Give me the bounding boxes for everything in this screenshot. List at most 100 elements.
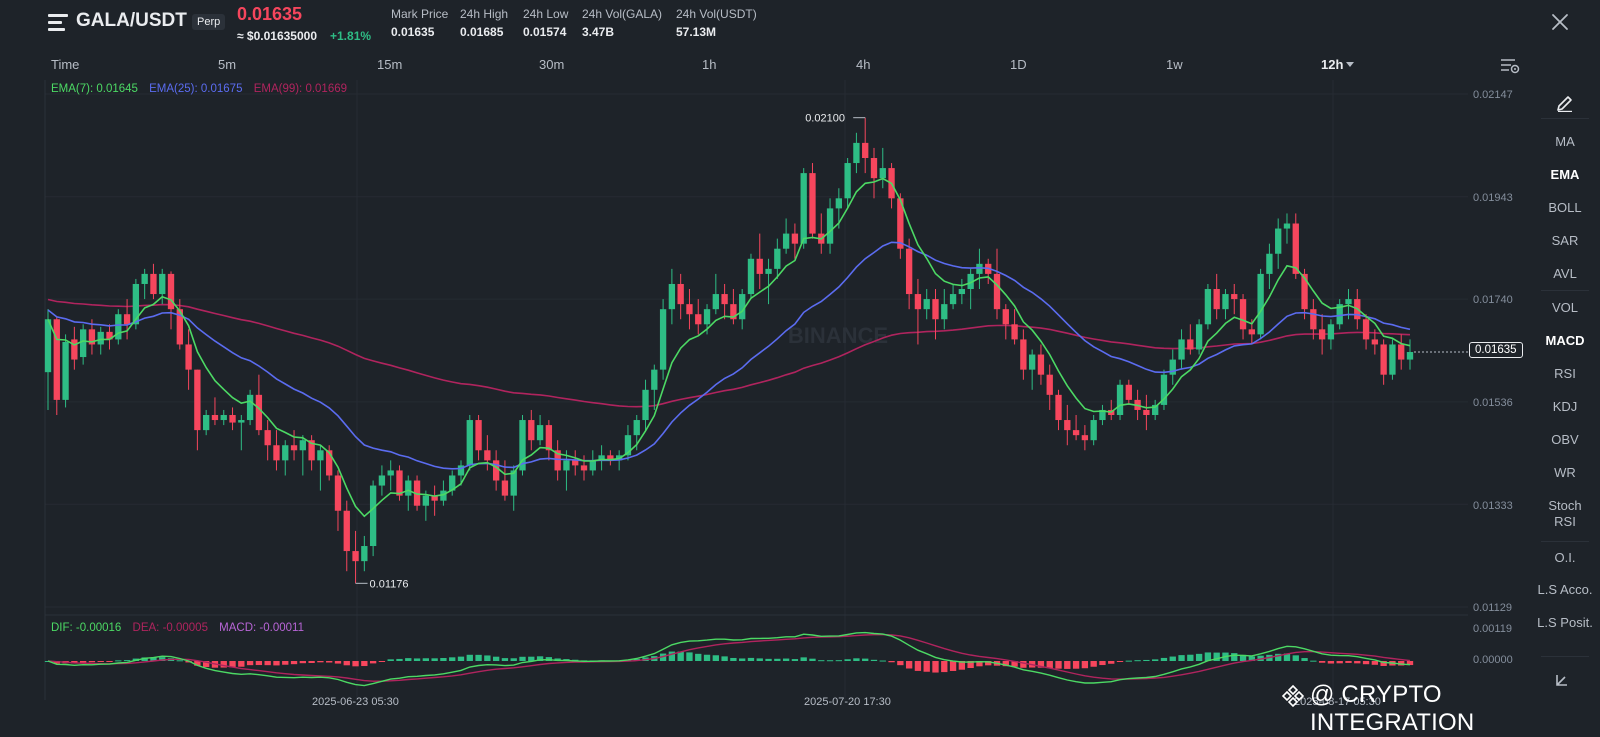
candle-up — [1222, 294, 1229, 310]
tab-1d[interactable]: 1D — [1010, 57, 1027, 72]
candle-up — [1178, 339, 1185, 360]
macd-histogram-bar — [791, 659, 799, 661]
candle-down — [677, 283, 684, 305]
tab-12h[interactable]: 12h — [1321, 57, 1344, 72]
candle-up — [782, 233, 790, 249]
ema-lines-group — [47, 177, 1411, 518]
candle-down — [1248, 329, 1255, 335]
candle-down — [580, 465, 588, 471]
candle-up — [457, 465, 465, 476]
candle-down — [993, 273, 1001, 310]
candle-up — [598, 455, 605, 461]
tab-1w[interactable]: 1w — [1166, 57, 1183, 72]
current-price-tag: 0.01635 — [1469, 342, 1523, 358]
tab-4h[interactable]: 4h — [856, 57, 871, 72]
candle-down — [809, 173, 816, 234]
tab-15m[interactable]: 15m — [377, 57, 403, 72]
candle-down — [1002, 309, 1009, 325]
collapse-icon[interactable] — [1553, 671, 1571, 689]
candle-up — [1406, 352, 1414, 360]
macd-histogram-bar — [1336, 661, 1343, 664]
macd-histogram-bar — [229, 661, 236, 668]
macd-histogram-bar — [1002, 661, 1009, 667]
candle-down — [528, 420, 535, 441]
chart-settings-icon[interactable] — [1500, 57, 1520, 75]
dea-legend: DEA: -0.00005 — [132, 622, 208, 634]
sidebar-divider — [1541, 118, 1589, 119]
candlestick-chart[interactable]: BINANCE 0.02100 0.01176 — [0, 0, 1520, 720]
candle-down — [123, 314, 131, 325]
indicator-long-short-positions[interactable]: L.S Posit. — [1537, 615, 1593, 630]
macd-histogram-bar — [290, 661, 298, 665]
macd-histogram-bar — [703, 654, 711, 661]
candle-up — [774, 248, 781, 269]
macd-histogram-bar — [203, 661, 210, 668]
low-marker-label: 0.01176 — [370, 578, 409, 590]
candle-down — [229, 415, 236, 423]
candle-down — [431, 495, 438, 501]
candle-up — [440, 490, 447, 501]
indicator-ema[interactable]: EMA — [1550, 167, 1580, 182]
macd-histogram-bar — [1081, 661, 1089, 669]
macd-histogram-bar — [739, 658, 746, 661]
indicator-long-short-accounts[interactable]: L.S Acco. — [1537, 582, 1593, 597]
indicator-rsi[interactable]: RSI — [1554, 366, 1576, 381]
indicator-sar[interactable]: SAR — [1551, 233, 1579, 248]
indicator-macd[interactable]: MACD — [1545, 333, 1585, 348]
candle-up — [958, 289, 966, 295]
macd-histogram-bar — [1213, 652, 1220, 661]
macd-histogram-bar — [264, 661, 271, 666]
candle-up — [633, 420, 640, 436]
macd-histogram-bar — [949, 661, 957, 671]
indicator-wr[interactable]: WR — [1554, 465, 1576, 480]
macd-histogram-bar — [492, 656, 500, 661]
sidebar-divider — [1541, 290, 1589, 291]
candle-up — [651, 369, 658, 390]
candle-up — [1345, 299, 1352, 305]
tab-1h[interactable]: 1h — [702, 57, 717, 72]
indicator-kdj[interactable]: KDJ — [1552, 399, 1578, 414]
candle-down — [1011, 324, 1018, 340]
candle-down — [791, 233, 799, 244]
indicator-vol[interactable]: VOL — [1551, 300, 1578, 315]
candle-up — [387, 470, 394, 476]
macd-histogram-bar — [695, 653, 702, 661]
candle-down — [1371, 339, 1379, 345]
macd-histogram-bar — [88, 661, 96, 663]
chevron-down-icon[interactable] — [1346, 62, 1354, 67]
indicator-open-interest[interactable]: O.I. — [1554, 550, 1576, 565]
indicator-stoch-rsi-line1: Stoch — [1548, 498, 1582, 513]
price-axis-label: 0.01129 — [1473, 602, 1512, 614]
indicator-obv[interactable]: OBV — [1551, 432, 1579, 447]
tab-time[interactable]: Time — [51, 57, 80, 72]
candle-up — [1195, 324, 1203, 350]
candle-up — [941, 304, 948, 320]
candle-up — [659, 309, 667, 370]
date-axis-label: 2025-06-23 05:30 — [312, 696, 399, 708]
macd-histogram-bar — [914, 661, 922, 671]
macd-histogram-bar — [1108, 661, 1115, 664]
indicator-boll[interactable]: BOLL — [1548, 200, 1582, 215]
macd-histogram-bar — [413, 658, 421, 661]
close-icon[interactable] — [1551, 13, 1569, 31]
macd-histogram-bar — [528, 656, 535, 661]
tab-5m[interactable]: 5m — [218, 57, 237, 72]
macd-histogram-bar — [334, 661, 342, 664]
candle-up — [378, 475, 386, 486]
menu-icon[interactable] — [48, 14, 68, 32]
candle-up — [536, 425, 544, 441]
macd-histogram-bar — [176, 660, 183, 662]
indicator-avl[interactable]: AVL — [1553, 266, 1577, 281]
pencil-icon[interactable] — [1555, 92, 1575, 112]
candle-up — [159, 273, 166, 295]
indicator-ma[interactable]: MA — [1555, 134, 1575, 149]
symbol-name[interactable]: GALA/USDT — [76, 10, 187, 31]
candle-down — [1046, 374, 1053, 395]
tab-30m[interactable]: 30m — [539, 57, 565, 72]
macd-histogram-bar — [1204, 652, 1212, 661]
indicator-stoch-rsi[interactable]: Stoch RSI — [1527, 498, 1600, 530]
candle-down — [1301, 273, 1308, 310]
stat-value-24h-vol-gala: 3.47B — [582, 25, 615, 39]
stat-label-mark-price: Mark Price — [391, 7, 449, 21]
macd-histogram-bar — [941, 661, 948, 673]
